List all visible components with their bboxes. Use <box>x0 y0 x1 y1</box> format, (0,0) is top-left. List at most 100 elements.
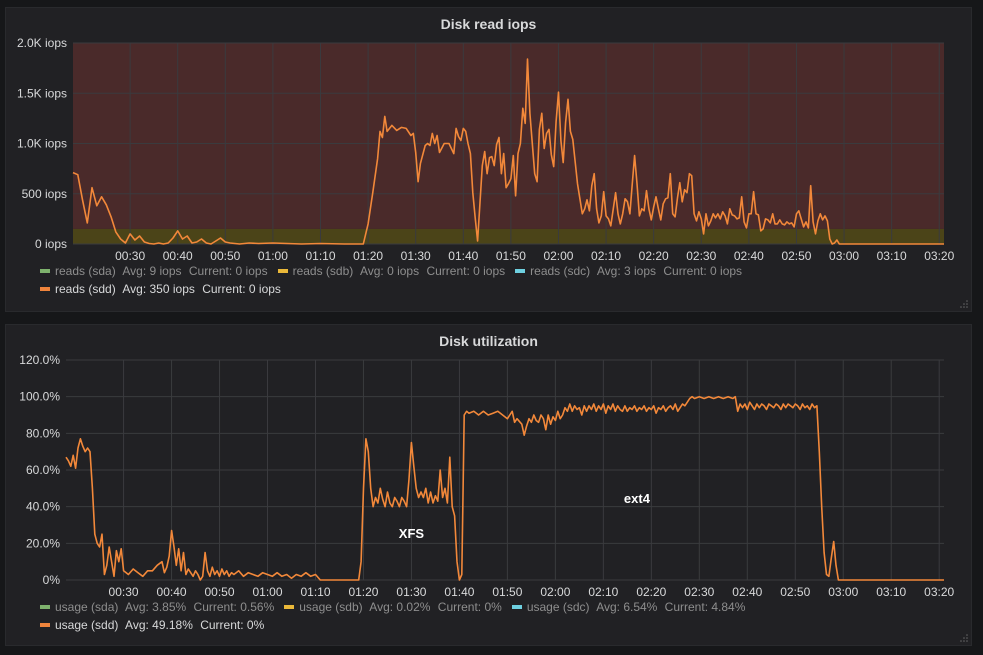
legend-avg: Avg: 9 iops <box>119 264 182 278</box>
legend-current: Current: 0 iops <box>423 264 506 278</box>
x-tick-label: 01:10 <box>300 585 330 599</box>
legend-avg: Avg: 49.18% <box>122 618 193 632</box>
x-tick-label: 00:50 <box>210 249 240 263</box>
legend-avg: Avg: 350 iops <box>119 282 195 296</box>
legend-swatch-icon <box>40 622 50 627</box>
legend-avg: Avg: 3.85% <box>122 600 187 614</box>
x-tick-label: 03:00 <box>828 585 858 599</box>
x-tick-label: 01:50 <box>492 585 522 599</box>
x-tick-label: 03:00 <box>829 249 859 263</box>
legend-series-name[interactable]: reads (sdd) <box>55 282 116 296</box>
series-line[interactable] <box>72 58 944 245</box>
y-tick-label: 60.0% <box>26 463 60 477</box>
x-tick-label: 02:00 <box>543 249 573 263</box>
legend-item[interactable]: reads (sda) Avg: 9 iops Current: 0 iops <box>40 264 268 278</box>
x-tick-label: 00:50 <box>205 585 235 599</box>
x-tick-label: 01:40 <box>444 585 474 599</box>
legend-series-name[interactable]: reads (sdc) <box>530 264 591 278</box>
legend-current: Current: 0% <box>196 618 265 632</box>
legend-avg: Avg: 0 iops <box>357 264 420 278</box>
legend-item[interactable]: usage (sdd) Avg: 49.18% Current: 0% <box>40 618 264 632</box>
iops-chart: 0 iops 500 iops 1.0K iops 1.5K iops 2.0K iop… <box>17 36 955 263</box>
series-line[interactable] <box>65 395 944 581</box>
x-tick-label: 02:40 <box>732 585 762 599</box>
y-tick-label: 40.0% <box>26 500 60 514</box>
threshold-band <box>73 228 944 244</box>
y-tick-label: 80.0% <box>26 426 60 440</box>
x-tick-label: 02:20 <box>636 585 666 599</box>
threshold-band <box>73 43 944 229</box>
legend-row: reads (sdd) Avg: 350 iops Current: 0 iop… <box>40 282 291 296</box>
x-tick-label: 03:20 <box>924 249 954 263</box>
chart-annotation: XFS <box>399 526 425 541</box>
legend-current: Current: 0 iops <box>185 264 268 278</box>
legend-swatch-icon <box>511 604 522 609</box>
panel-title[interactable]: Disk read iops <box>440 16 537 32</box>
x-tick-label: 00:30 <box>115 249 145 263</box>
legend-avg: Avg: 3 iops <box>594 264 657 278</box>
chart-annotation: ext4 <box>624 491 651 506</box>
x-tick-label: 01:20 <box>353 249 383 263</box>
x-tick-label: 01:00 <box>258 249 288 263</box>
legend-item[interactable]: usage (sda) Avg: 3.85% Current: 0.56% <box>40 600 274 614</box>
x-tick-label: 02:50 <box>781 249 811 263</box>
legend-row: usage (sda) Avg: 3.85% Current: 0.56% usa… <box>40 600 755 614</box>
x-tick-label: 00:40 <box>157 585 187 599</box>
y-tick-label: 20.0% <box>26 536 60 550</box>
x-tick-label: 02:30 <box>686 249 716 263</box>
x-tick-label: 02:10 <box>588 585 618 599</box>
legend-item[interactable]: reads (sdd) Avg: 350 iops Current: 0 iop… <box>40 282 281 296</box>
legend-row: usage (sdd) Avg: 49.18% Current: 0% <box>40 618 274 632</box>
legend-current: Current: 0% <box>434 600 502 614</box>
y-tick-label: 100.0% <box>19 390 60 404</box>
legend-swatch-icon <box>277 268 288 273</box>
legend-current: Current: 4.84% <box>661 600 746 614</box>
legend-swatch-icon <box>40 286 50 291</box>
y-tick-label: 0 iops <box>35 237 67 251</box>
legend-series-name[interactable]: usage (sdb) <box>299 600 363 614</box>
y-tick-label: 0% <box>43 573 61 587</box>
x-tick-label: 03:10 <box>877 249 907 263</box>
legend-item[interactable]: usage (sdc) Avg: 6.54% Current: 4.84% <box>511 600 746 614</box>
x-tick-label: 01:20 <box>348 585 378 599</box>
legend-current: Current: 0 iops <box>198 282 281 296</box>
x-tick-label: 03:20 <box>924 585 954 599</box>
x-tick-label: 02:10 <box>591 249 621 263</box>
legend-item[interactable]: reads (sdc) Avg: 3 iops Current: 0 iops <box>515 264 742 278</box>
resize-handle-icon[interactable] <box>960 634 968 642</box>
legend-item[interactable]: reads (sdb) Avg: 0 iops Current: 0 iops <box>277 264 506 278</box>
y-tick-label: 1.5K iops <box>17 86 67 100</box>
legend-swatch-icon <box>284 604 295 609</box>
x-tick-label: 01:00 <box>252 585 282 599</box>
x-tick-label: 02:40 <box>734 249 764 263</box>
y-tick-label: 120.0% <box>19 353 60 367</box>
x-tick-label: 02:00 <box>540 585 570 599</box>
x-tick-label: 00:40 <box>163 249 193 263</box>
legend-swatch-icon <box>515 268 526 273</box>
disk-utilization-panel: Disk utilization 0% 20.0% 40.0% 60.0% 80.0% 1… <box>5 324 972 646</box>
legend-swatch-icon <box>40 268 50 273</box>
legend-series-name[interactable]: usage (sda) <box>55 600 119 614</box>
x-tick-label: 02:20 <box>639 249 669 263</box>
legend-avg: Avg: 6.54% <box>593 600 658 614</box>
legend-series-name[interactable]: reads (sda) <box>55 264 116 278</box>
resize-handle-icon[interactable] <box>960 300 968 308</box>
y-tick-label: 2.0K iops <box>17 36 67 50</box>
legend-item[interactable]: usage (sdb) Avg: 0.02% Current: 0% <box>284 600 502 614</box>
disk-read-iops-panel: Disk read iops 0 iops 500 iops 1.0K iops 1.… <box>5 7 972 312</box>
x-tick-label: 00:30 <box>109 585 139 599</box>
x-tick-label: 01:30 <box>401 249 431 263</box>
legend-series-name[interactable]: reads (sdb) <box>292 264 354 278</box>
x-tick-label: 01:10 <box>305 249 335 263</box>
x-tick-label: 01:40 <box>448 249 478 263</box>
utilization-chart: 0% 20.0% 40.0% 60.0% 80.0% 100.0% 120.0% 00:30 0… <box>19 353 954 599</box>
x-tick-label: 03:10 <box>876 585 906 599</box>
legend-row: reads (sda) Avg: 9 iops Current: 0 iops r… <box>40 264 752 278</box>
legend-current: Current: 0 iops <box>660 264 743 278</box>
legend-series-name[interactable]: usage (sdd) <box>55 618 119 632</box>
panel-title[interactable]: Disk utilization <box>439 333 538 349</box>
y-tick-label: 1.0K iops <box>17 137 67 151</box>
x-tick-label: 02:30 <box>684 585 714 599</box>
legend-avg: Avg: 0.02% <box>366 600 431 614</box>
legend-series-name[interactable]: usage (sdc) <box>526 600 590 614</box>
